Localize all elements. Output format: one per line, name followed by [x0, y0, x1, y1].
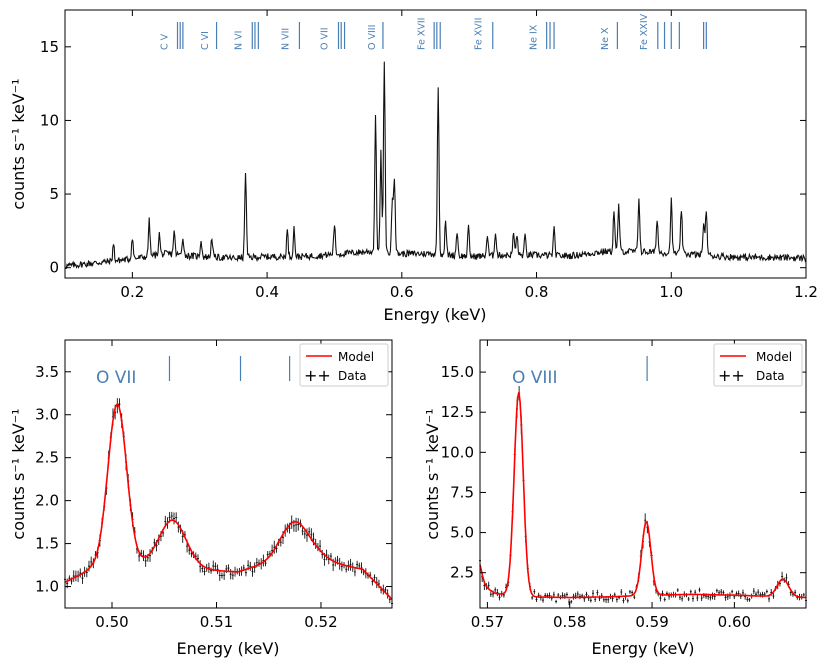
bl-x-tick-label: 0.51 [200, 613, 233, 631]
legend-model-label: Model [338, 350, 374, 364]
ion-labels: C V C VI N VI N VII O VII O VIII Fe XVII Fe XVI… [159, 13, 707, 50]
br-x-tick-label: 0.58 [553, 613, 586, 631]
ion-label: Ne X [600, 27, 611, 50]
ion-label: Fe XVII [417, 18, 428, 50]
ion-label: Fe XXIV [639, 13, 650, 50]
top-x-tick-label: 0.8 [525, 283, 549, 301]
top-axes-frame [64, 9, 807, 279]
ion-label: O VIII [367, 25, 378, 50]
ion-label: Ne IX [529, 24, 540, 50]
top-y-tick-label: 15 [40, 38, 59, 56]
top-y-tick-label: 0 [49, 259, 59, 277]
legend-model-label: Model [756, 350, 792, 364]
br-y-tick-label: 15.0 [441, 363, 474, 381]
ion-label: N VII [281, 28, 292, 50]
data-points [64, 398, 393, 609]
ion-label: N VI [233, 31, 244, 50]
br-x-tick-label: 0.60 [718, 613, 751, 631]
br-x-ticks: 0.57 0.58 0.59 0.60 [471, 340, 751, 631]
bl-axes-frame [64, 339, 393, 609]
top-y-tick-label: 5 [49, 185, 59, 203]
ion-annotation: O VII [96, 368, 136, 388]
bl-y-tick-label: 3.5 [35, 363, 59, 381]
br-axes-frame [479, 339, 807, 609]
top-x-tick-label: 1.0 [659, 283, 683, 301]
legend: Model ++ Data [713, 343, 803, 387]
ion-label: O VII [320, 27, 331, 50]
top-panel: C V C VI N VI N VII O VII O VIII Fe XVII Fe XVI… [9, 9, 818, 324]
br-x-tick-label: 0.59 [635, 613, 668, 631]
br-y-label: counts s⁻¹ keV⁻¹ [423, 408, 442, 539]
legend-box [299, 343, 389, 387]
ion-label: C V [159, 33, 170, 50]
top-x-tick-label: 0.2 [120, 283, 144, 301]
br-x-tick-label: 0.57 [471, 613, 504, 631]
top-x-tick-label: 0.6 [390, 283, 414, 301]
ion-label: Fe XVII [473, 18, 484, 50]
bl-x-label: Energy (keV) [176, 639, 279, 658]
top-y-tick-label: 10 [40, 111, 59, 129]
legend-data-swatch: ++ [718, 366, 745, 385]
bl-y-ticks: 1.0 1.5 2.0 2.5 3.0 3.5 [35, 363, 392, 596]
bl-x-ticks: 0.50 0.51 0.52 [95, 340, 338, 631]
br-y-tick-label: 5.0 [450, 524, 474, 542]
top-x-tick-label: 0.4 [255, 283, 279, 301]
br-y-ticks: 2.5 5.0 7.5 10.0 12.5 15.0 [441, 363, 806, 582]
bl-y-label: counts s⁻¹ keV⁻¹ [9, 408, 28, 539]
model-line [64, 403, 393, 600]
bottom-right-panel: O VIII 0.57 0.58 0.59 0.60 2.5 5.0 7.5 10.0 12.… [423, 339, 807, 658]
top-y-ticks: 0 5 10 15 [40, 38, 806, 277]
bl-y-tick-label: 3.0 [35, 406, 59, 424]
br-y-tick-label: 12.5 [441, 403, 474, 421]
br-y-tick-label: 10.0 [441, 443, 474, 461]
legend-data-swatch: ++ [304, 366, 331, 385]
ion-label: C VI [200, 31, 211, 50]
top-y-label: counts s⁻¹ keV⁻¹ [9, 78, 28, 209]
bl-y-tick-label: 1.5 [35, 535, 59, 553]
bl-y-tick-label: 1.0 [35, 578, 59, 596]
bl-y-tick-label: 2.5 [35, 449, 59, 467]
top-x-tick-label: 1.2 [794, 283, 818, 301]
legend-data-label: Data [338, 369, 367, 383]
model-line [479, 392, 807, 599]
legend-box [713, 343, 803, 387]
top-x-ticks: 0.2 0.4 0.6 0.8 1.0 1.2 [120, 10, 818, 301]
legend-data-label: Data [756, 369, 785, 383]
br-y-tick-label: 2.5 [450, 564, 474, 582]
bl-x-tick-label: 0.50 [95, 613, 128, 631]
legend: Model ++ Data [299, 343, 389, 387]
bl-x-tick-label: 0.52 [304, 613, 337, 631]
ion-annotation: O VIII [512, 368, 557, 388]
line-markers [168, 356, 291, 381]
bl-y-tick-label: 2.0 [35, 492, 59, 510]
br-x-label: Energy (keV) [591, 639, 694, 658]
top-x-label: Energy (keV) [383, 305, 486, 324]
br-y-tick-label: 7.5 [450, 483, 474, 501]
spectrum-line [64, 61, 807, 270]
bottom-left-panel: O VII 0.50 0.51 0.52 1.0 1.5 2.0 2.5 3.0 3.5 Mo… [9, 339, 393, 658]
